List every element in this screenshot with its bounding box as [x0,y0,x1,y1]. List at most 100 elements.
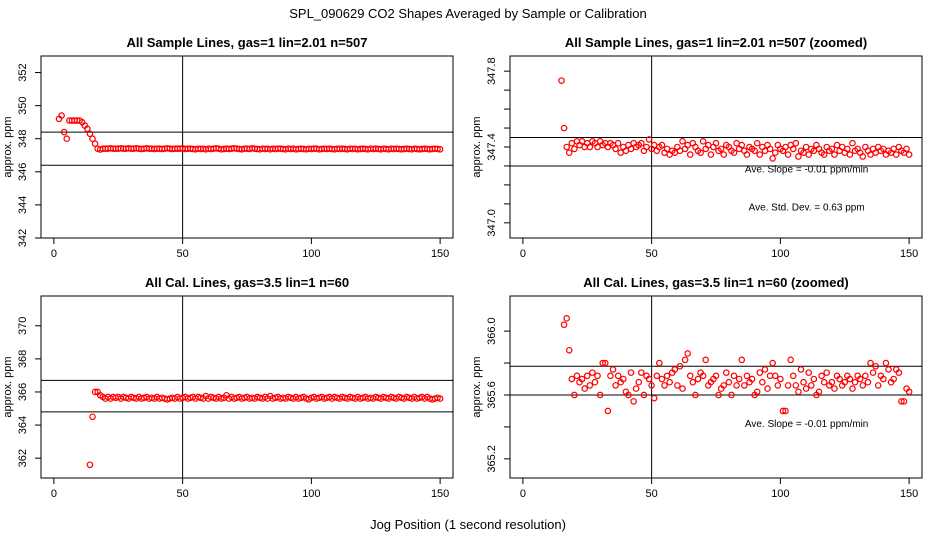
x-tick-label: 150 [900,488,918,500]
x-tick-label: 100 [302,488,320,500]
data-point [63,135,71,143]
data-point [851,378,859,386]
data-point [748,375,756,383]
y-tick-label: 365.6 [486,381,498,409]
data-point [563,143,570,151]
data-point [890,375,897,383]
data-point [784,151,792,158]
data-point [828,145,836,153]
stat-annotation: Ave. Slope = -0.01 ppm/min [745,419,869,430]
y-axis-label: approx. ppm [471,356,483,417]
data-point [831,385,838,392]
y-axis-label: approx. ppm [471,116,483,177]
data-point [733,382,740,389]
y-tick-label: 348 [17,130,29,148]
data-point [627,369,635,376]
data-point [596,391,604,399]
data-point [658,141,666,149]
data-point [720,151,728,158]
plot-frame [40,55,454,239]
y-tick-label: 366.0 [486,317,498,345]
data-point [717,145,725,153]
data-point [800,378,807,386]
data-point [663,372,671,380]
data-point [741,382,748,389]
y-tick-label: 347.4 [486,133,498,161]
data-point [609,366,617,373]
data-point [686,151,694,158]
data-point [795,153,802,160]
y-tick-label: 350 [17,96,29,114]
data-point [645,136,653,143]
data-point [692,391,699,399]
y-tick-label: 346 [17,163,29,181]
data-point [674,382,681,389]
data-point [565,346,573,354]
panel-title: All Cal. Lines, gas=3.5 lin=1 n=60 [145,275,349,290]
data-point [599,359,607,367]
data-point [568,375,576,383]
data-point [625,391,632,399]
data-point [905,151,913,158]
figure-title: SPL_090629 CO2 Shapes Averaged by Sample… [289,6,647,21]
x-tick-label: 100 [302,248,320,260]
data-point [589,369,596,376]
data-point [900,398,908,405]
data-point [779,407,787,415]
data-point [601,359,609,367]
y-tick-label: 347.8 [486,57,498,85]
data-point [828,378,836,386]
data-point [735,375,743,383]
plot-frame [509,295,923,479]
data-point [656,359,663,367]
x-tick-label: 100 [771,248,789,260]
data-point [810,375,818,383]
data-point [771,372,779,380]
data-point [892,151,900,158]
data-point [882,359,890,367]
data-point [436,146,444,153]
data-point [782,407,789,415]
data-point [844,145,851,153]
chart-panel-2: All Sample Lines, gas=1 lin=2.01 n=507 (… [471,35,923,260]
data-point [640,391,648,399]
data-point [756,369,764,376]
data-point [612,145,619,153]
y-tick-label: 342 [17,229,29,247]
data-point [722,369,730,376]
data-point [831,151,838,158]
figure-x-axis-label: Jog Position (1 second resolution) [370,517,566,532]
data-point [769,359,776,367]
data-point [751,147,758,155]
data-point [846,375,854,383]
x-tick-label: 150 [900,248,918,260]
data-point [784,382,792,389]
data-point [573,372,581,380]
data-point [612,382,619,389]
data-point [795,388,802,396]
data-point [671,366,679,373]
data-point [702,356,710,364]
data-point [761,366,769,373]
x-tick-label: 50 [177,488,189,500]
data-point [635,378,643,386]
data-point [777,375,784,383]
data-point [898,398,905,405]
data-point [859,382,867,389]
data-point [712,139,720,147]
data-point [436,395,444,402]
data-point [591,378,599,386]
y-axis-label: approx. ppm [2,356,14,417]
data-point [658,375,666,383]
data-point [738,356,746,364]
data-point [58,112,65,119]
data-point [586,382,594,389]
data-point [699,372,707,380]
x-tick-label: 0 [51,488,57,500]
data-point [730,372,738,380]
data-point [91,388,99,396]
x-tick-label: 50 [646,248,658,260]
data-point [558,77,565,84]
data-point [905,388,913,396]
data-point [753,388,761,396]
